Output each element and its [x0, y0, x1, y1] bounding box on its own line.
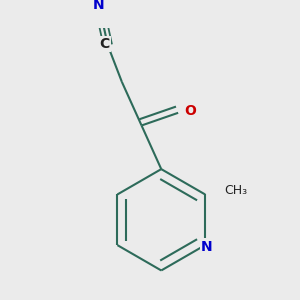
- Text: CH₃: CH₃: [224, 184, 248, 197]
- Text: C: C: [99, 37, 110, 51]
- Text: N: N: [93, 0, 104, 12]
- Text: N: N: [201, 239, 212, 254]
- Text: O: O: [184, 104, 196, 118]
